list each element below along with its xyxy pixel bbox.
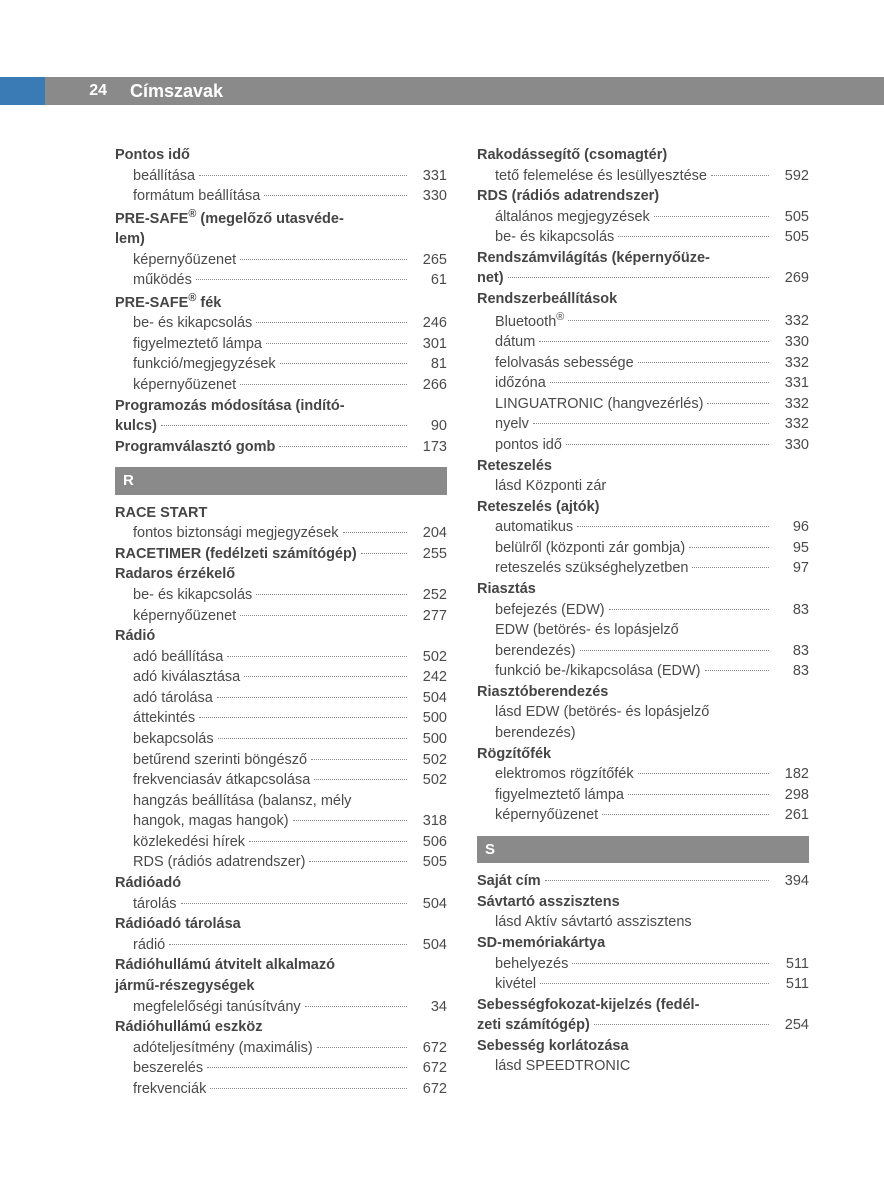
index-heading: Rögzítőfék bbox=[477, 744, 809, 765]
index-heading: PRE-SAFE® fék bbox=[115, 291, 447, 313]
index-entry: beszerelés672 bbox=[115, 1058, 447, 1079]
index-heading: Radaros érzékelő bbox=[115, 564, 447, 585]
index-entry: működés61 bbox=[115, 270, 447, 291]
index-entry: közlekedési hírek506 bbox=[115, 832, 447, 853]
index-entry: adóteljesítmény (maximális)672 bbox=[115, 1038, 447, 1059]
index-entry: funkció/megjegyzések81 bbox=[115, 354, 447, 375]
index-entry: képernyőüzenet265 bbox=[115, 250, 447, 271]
index-see-ref: lásd Központi zár bbox=[477, 476, 809, 497]
index-heading: Rádióadó tárolása bbox=[115, 914, 447, 935]
index-heading: Rendszámvilágítás (képernyőüze- bbox=[477, 248, 809, 269]
index-entry: hangok, magas hangok)318 bbox=[115, 811, 447, 832]
index-heading: jármű-részegységek bbox=[115, 976, 447, 997]
index-entry: EDW (betörés- és lopásjelző bbox=[477, 620, 809, 641]
index-entry: befejezés (EDW)83 bbox=[477, 600, 809, 621]
index-entry: általános megjegyzések505 bbox=[477, 207, 809, 228]
index-see-ref: lásd Aktív sávtartó asszisztens bbox=[477, 912, 809, 933]
index-entry: Bluetooth®332 bbox=[477, 310, 809, 332]
index-see-ref: lásd SPEEDTRONIC bbox=[477, 1056, 809, 1077]
index-entry: automatikus96 bbox=[477, 517, 809, 538]
index-entry: beállítása331 bbox=[115, 166, 447, 187]
index-heading: Programozás módosítása (indító- bbox=[115, 396, 447, 417]
index-entry: kulcs)90 bbox=[115, 416, 447, 437]
index-entry: tető felemelése és lesüllyesztése592 bbox=[477, 166, 809, 187]
index-heading: Pontos idő bbox=[115, 145, 447, 166]
index-entry: net)269 bbox=[477, 268, 809, 289]
index-see-ref: lásd EDW (betörés- és lopásjelző bbox=[477, 702, 809, 723]
index-entry: behelyezés511 bbox=[477, 954, 809, 975]
index-heading: Rádió bbox=[115, 626, 447, 647]
index-heading: Rádióhullámú eszköz bbox=[115, 1017, 447, 1038]
index-entry: figyelmeztető lámpa298 bbox=[477, 785, 809, 806]
index-entry: reteszelés szükséghelyzetben97 bbox=[477, 558, 809, 579]
index-heading: RDS (rádiós adatrendszer) bbox=[477, 186, 809, 207]
letter-divider-s: S bbox=[477, 836, 809, 863]
page-number: 24 bbox=[45, 77, 115, 105]
index-entry: berendezés)83 bbox=[477, 641, 809, 662]
index-heading: Sávtartó asszisztens bbox=[477, 892, 809, 913]
index-entry: megfelelőségi tanúsítvány34 bbox=[115, 997, 447, 1018]
index-heading: lem) bbox=[115, 229, 447, 250]
index-entry: elektromos rögzítőfék182 bbox=[477, 764, 809, 785]
index-heading: Rádióhullámú átvitelt alkalmazó bbox=[115, 955, 447, 976]
index-entry: be- és kikapcsolás246 bbox=[115, 313, 447, 334]
index-entry: formátum beállítása330 bbox=[115, 186, 447, 207]
index-entry: bekapcsolás500 bbox=[115, 729, 447, 750]
index-entry: Saját cím394 bbox=[477, 871, 809, 892]
index-entry: felolvasás sebessége332 bbox=[477, 353, 809, 374]
index-entry: Programválasztó gomb173 bbox=[115, 437, 447, 458]
index-entry: időzóna331 bbox=[477, 373, 809, 394]
index-entry: RACETIMER (fedélzeti számítógép)255 bbox=[115, 544, 447, 565]
index-heading: Rendszerbeállítások bbox=[477, 289, 809, 310]
index-entry: RDS (rádiós adatrendszer)505 bbox=[115, 852, 447, 873]
index-entry: dátum330 bbox=[477, 332, 809, 353]
right-column: Rakodássegítő (csomagtér) tető felemelés… bbox=[477, 145, 809, 1160]
index-entry: be- és kikapcsolás252 bbox=[115, 585, 447, 606]
index-entry: nyelv332 bbox=[477, 414, 809, 435]
index-heading: PRE-SAFE® (megelőző utasvéde- bbox=[115, 207, 447, 229]
index-entry: figyelmeztető lámpa301 bbox=[115, 334, 447, 355]
index-entry: képernyőüzenet277 bbox=[115, 606, 447, 627]
index-heading: Sebesség korlátozása bbox=[477, 1036, 809, 1057]
letter-divider-r: R bbox=[115, 467, 447, 494]
index-entry: betűrend szerinti böngésző502 bbox=[115, 750, 447, 771]
index-entry: hangzás beállítása (balansz, mély bbox=[115, 791, 447, 812]
index-entry: rádió504 bbox=[115, 935, 447, 956]
index-heading: Sebességfokozat-kijelzés (fedél- bbox=[477, 995, 809, 1016]
index-heading: Riasztóberendezés bbox=[477, 682, 809, 703]
index-entry: adó tárolása504 bbox=[115, 688, 447, 709]
index-entry: zeti számítógép)254 bbox=[477, 1015, 809, 1036]
index-content: Pontos idő beállítása331 formátum beállí… bbox=[115, 145, 809, 1160]
index-heading: Reteszelés bbox=[477, 456, 809, 477]
page-title: Címszavak bbox=[115, 77, 884, 105]
index-entry: képernyőüzenet266 bbox=[115, 375, 447, 396]
index-entry: frekvenciasáv átkapcsolása502 bbox=[115, 770, 447, 791]
index-entry: adó kiválasztása242 bbox=[115, 667, 447, 688]
side-accent-tab bbox=[0, 77, 45, 105]
index-heading: Rakodássegítő (csomagtér) bbox=[477, 145, 809, 166]
index-entry: fontos biztonsági megjegyzések204 bbox=[115, 523, 447, 544]
index-entry: kivétel511 bbox=[477, 974, 809, 995]
index-entry: funkció be-/kikapcsolása (EDW)83 bbox=[477, 661, 809, 682]
index-heading: Rádióadó bbox=[115, 873, 447, 894]
index-heading: Reteszelés (ajtók) bbox=[477, 497, 809, 518]
index-entry: áttekintés500 bbox=[115, 708, 447, 729]
left-column: Pontos idő beállítása331 formátum beállí… bbox=[115, 145, 447, 1160]
index-entry: belülről (központi zár gombja)95 bbox=[477, 538, 809, 559]
index-heading: SD-memóriakártya bbox=[477, 933, 809, 954]
index-heading: RACE START bbox=[115, 503, 447, 524]
index-see-ref: berendezés) bbox=[477, 723, 809, 744]
index-entry: képernyőüzenet261 bbox=[477, 805, 809, 826]
index-entry: pontos idő330 bbox=[477, 435, 809, 456]
index-entry: tárolás504 bbox=[115, 894, 447, 915]
index-entry: frekvenciák672 bbox=[115, 1079, 447, 1100]
index-entry: LINGUATRONIC (hangvezérlés)332 bbox=[477, 394, 809, 415]
index-heading: Riasztás bbox=[477, 579, 809, 600]
index-entry: be- és kikapcsolás505 bbox=[477, 227, 809, 248]
index-entry: adó beállítása502 bbox=[115, 647, 447, 668]
